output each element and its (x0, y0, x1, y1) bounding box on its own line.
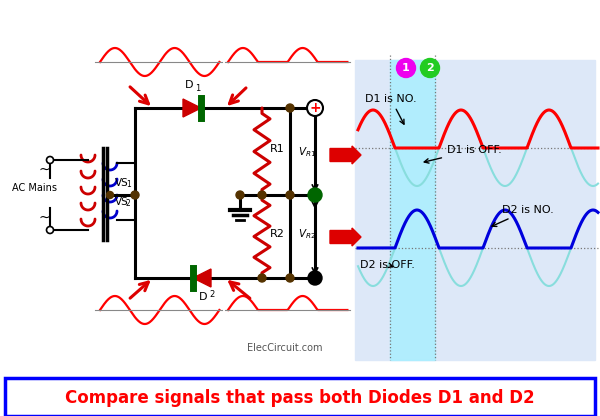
FancyArrow shape (330, 146, 361, 164)
Circle shape (258, 274, 266, 282)
Text: $V_{R1}$: $V_{R1}$ (298, 145, 316, 159)
Circle shape (397, 59, 415, 77)
Circle shape (286, 191, 294, 199)
Text: AC Mains: AC Mains (12, 183, 57, 193)
Circle shape (286, 104, 294, 112)
Text: ElecCircuit.com: ElecCircuit.com (247, 343, 323, 353)
Circle shape (421, 59, 439, 77)
Text: 2: 2 (426, 63, 434, 73)
Circle shape (131, 191, 139, 199)
Circle shape (107, 191, 113, 198)
Text: R1: R1 (270, 144, 285, 154)
FancyArrow shape (330, 228, 361, 246)
Circle shape (47, 226, 53, 233)
Text: 2: 2 (209, 290, 214, 299)
Circle shape (258, 191, 266, 199)
Text: R2: R2 (270, 229, 285, 239)
Text: D1 is NO.: D1 is NO. (365, 94, 416, 124)
Text: D: D (199, 292, 207, 302)
Text: VS: VS (115, 178, 129, 188)
Text: Compare signals that pass both Diodes D1 and D2: Compare signals that pass both Diodes D1… (65, 389, 535, 407)
Text: D1 is OFF.: D1 is OFF. (424, 145, 502, 163)
FancyBboxPatch shape (5, 378, 595, 416)
Circle shape (308, 188, 322, 202)
Text: ~: ~ (38, 163, 50, 177)
Text: 1: 1 (126, 180, 131, 189)
Text: VS: VS (115, 197, 129, 207)
Circle shape (236, 191, 244, 199)
Circle shape (307, 100, 323, 116)
Text: 1: 1 (402, 63, 410, 73)
Circle shape (47, 156, 53, 163)
Text: ~: ~ (38, 211, 50, 225)
Text: 1: 1 (195, 84, 200, 93)
Text: 2: 2 (126, 199, 131, 208)
Text: $V_{R2}$: $V_{R2}$ (298, 227, 316, 241)
Bar (390, 60, 435, 360)
Text: +: + (309, 101, 321, 115)
Text: D2 is NO.: D2 is NO. (492, 205, 554, 226)
Polygon shape (193, 269, 211, 287)
Circle shape (308, 271, 322, 285)
Polygon shape (183, 99, 201, 117)
Bar (355, 60, 595, 360)
Circle shape (286, 274, 294, 282)
Text: D: D (185, 80, 193, 90)
Text: D2 is OFF.: D2 is OFF. (360, 260, 415, 270)
